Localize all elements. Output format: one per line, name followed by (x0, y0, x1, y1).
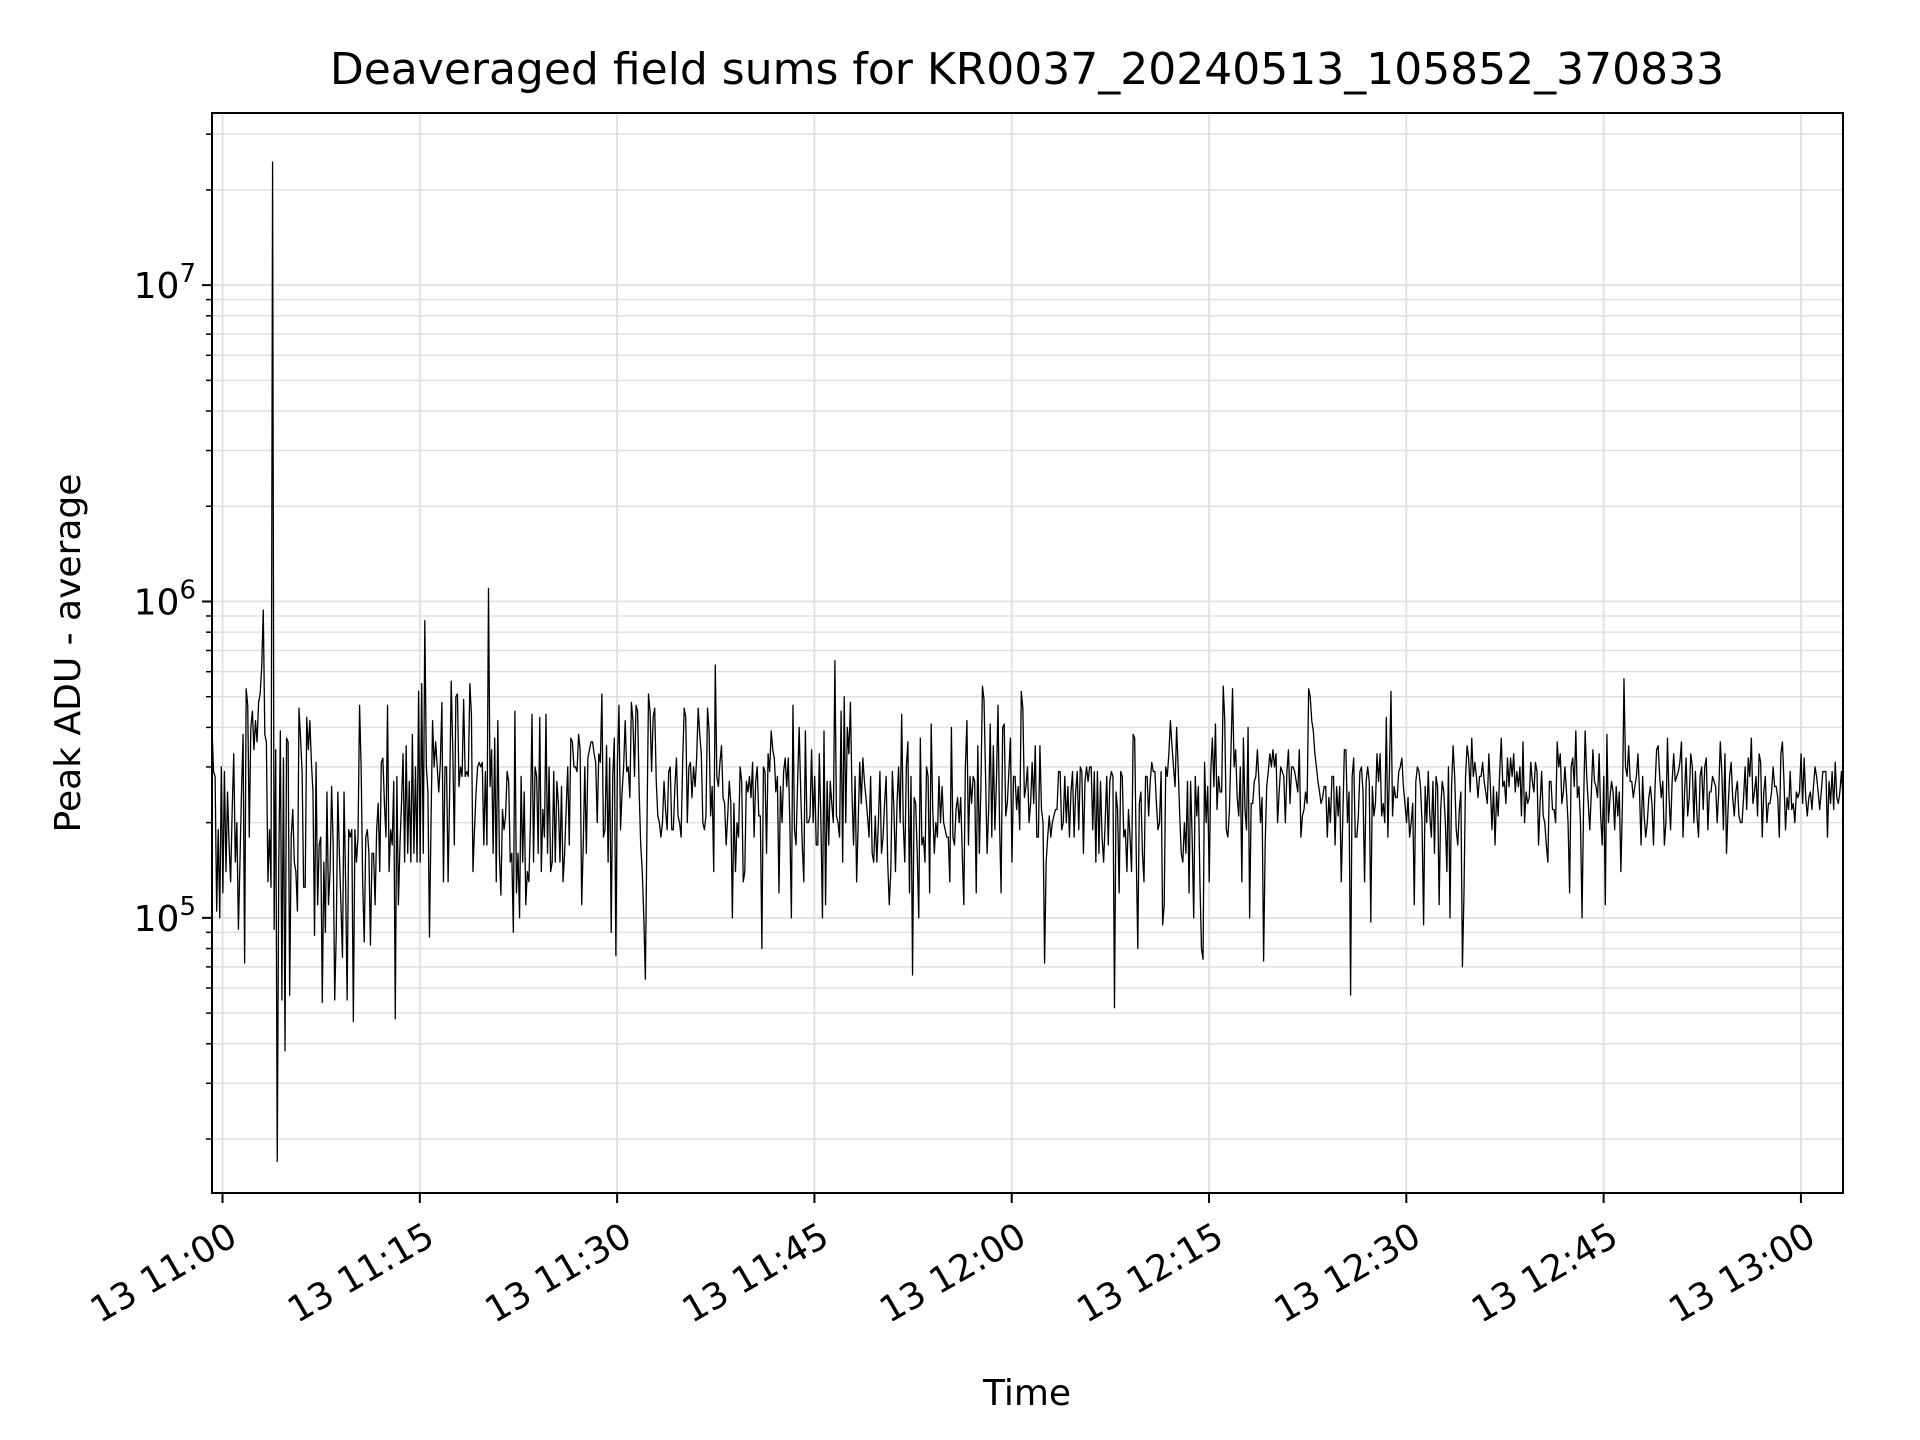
y-tick-base: 10 (134, 266, 180, 307)
x-axis-label: Time (982, 1373, 1071, 1414)
y-tick-label: 107 (134, 259, 196, 307)
grid (212, 113, 1843, 1193)
plot-frame (211, 112, 1844, 1194)
y-axis-label: Peak ADU - average (48, 474, 89, 833)
y-tick-base: 10 (134, 899, 180, 940)
y-tick-exponent: 7 (179, 259, 196, 289)
y-tick-exponent: 6 (179, 575, 196, 605)
y-tick-exponent: 5 (179, 892, 196, 922)
y-tick-base: 10 (134, 582, 180, 623)
chart-title: Deaveraged field sums for KR0037_2024051… (330, 44, 1724, 95)
series-layer (211, 161, 1844, 1162)
series-line (211, 161, 1844, 1162)
y-tick-label: 106 (134, 575, 196, 623)
y-tick-label: 105 (134, 892, 196, 940)
